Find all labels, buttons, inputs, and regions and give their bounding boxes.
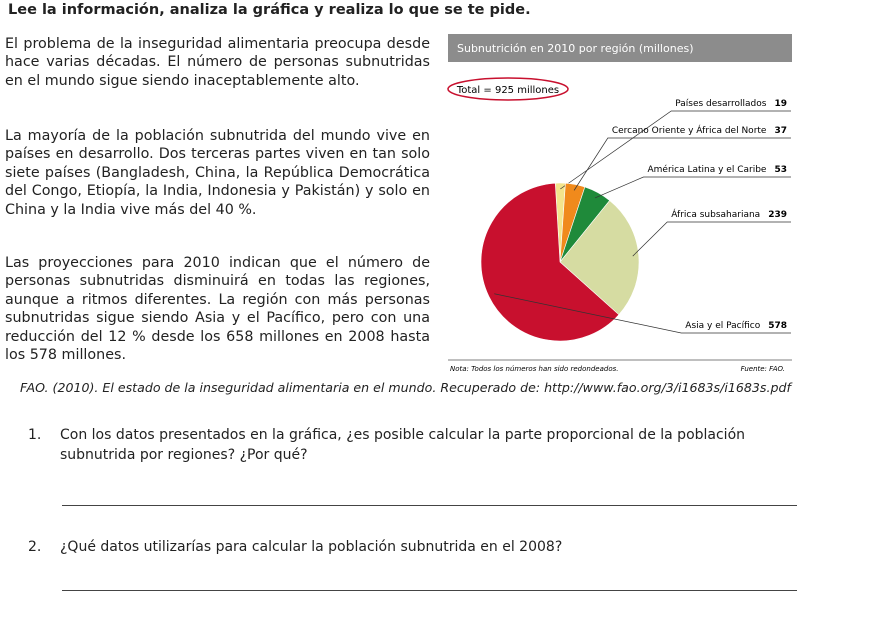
- total: Total = 925 millones: [456, 85, 559, 96]
- chart: Subnutrición en 2010 por región (millone…: [447, 34, 792, 373]
- question-number: 2.: [28, 539, 42, 555]
- question-text: Con los datos presentados en la gráfica,…: [60, 427, 746, 463]
- question: 1. Con los datos presentados en la gráfic…: [28, 425, 798, 465]
- heading: Lee la información, analiza la gráfica y…: [8, 2, 531, 18]
- slice-value: 53: [774, 165, 787, 175]
- question-number: 1.: [28, 427, 42, 443]
- slice-label: Asia y el Pacífico: [685, 321, 760, 331]
- pie-slice: [480, 182, 620, 342]
- leader-line: [594, 176, 791, 199]
- answer-line: [62, 505, 797, 506]
- leader-line: [560, 110, 791, 190]
- paragraph: El problema de la inseguridad alimentari…: [5, 36, 430, 89]
- slice-value: 19: [774, 99, 787, 109]
- total-oval: [447, 77, 569, 101]
- slice-value: 578: [768, 321, 787, 331]
- citation: FAO. (2010). El estado de la inseguridad…: [20, 380, 791, 395]
- title-bar: [448, 34, 792, 62]
- note: Nota: Todos los números han sido redonde…: [450, 365, 618, 373]
- slice-label: América Latina y el Caribe: [648, 164, 767, 175]
- question: 2. ¿Qué datos utilizarías para calcular l…: [28, 537, 798, 557]
- pie-slice: [559, 200, 640, 316]
- paragraph: La mayoría de la población subnutrida de…: [5, 128, 430, 218]
- slice-value: 239: [768, 210, 787, 220]
- leader-line: [494, 293, 791, 334]
- leader-line: [573, 137, 791, 191]
- slice-label: Países desarrollados: [675, 99, 767, 109]
- slice-label: África subsahariana: [671, 208, 760, 220]
- paragraph: Las proyecciones para 2010 indican que e…: [5, 255, 430, 364]
- leader-line: [632, 221, 791, 257]
- answer-line: [62, 590, 797, 591]
- question-text: ¿Qué datos utilizarías para calcular la …: [60, 539, 563, 555]
- chart-title: Subnutrición en 2010 por región (millone…: [457, 42, 693, 55]
- slice-value: 37: [774, 126, 787, 136]
- source: Fuente: FAO.: [741, 365, 785, 373]
- slice-label: Cercano Oriente y África del Norte: [612, 124, 767, 136]
